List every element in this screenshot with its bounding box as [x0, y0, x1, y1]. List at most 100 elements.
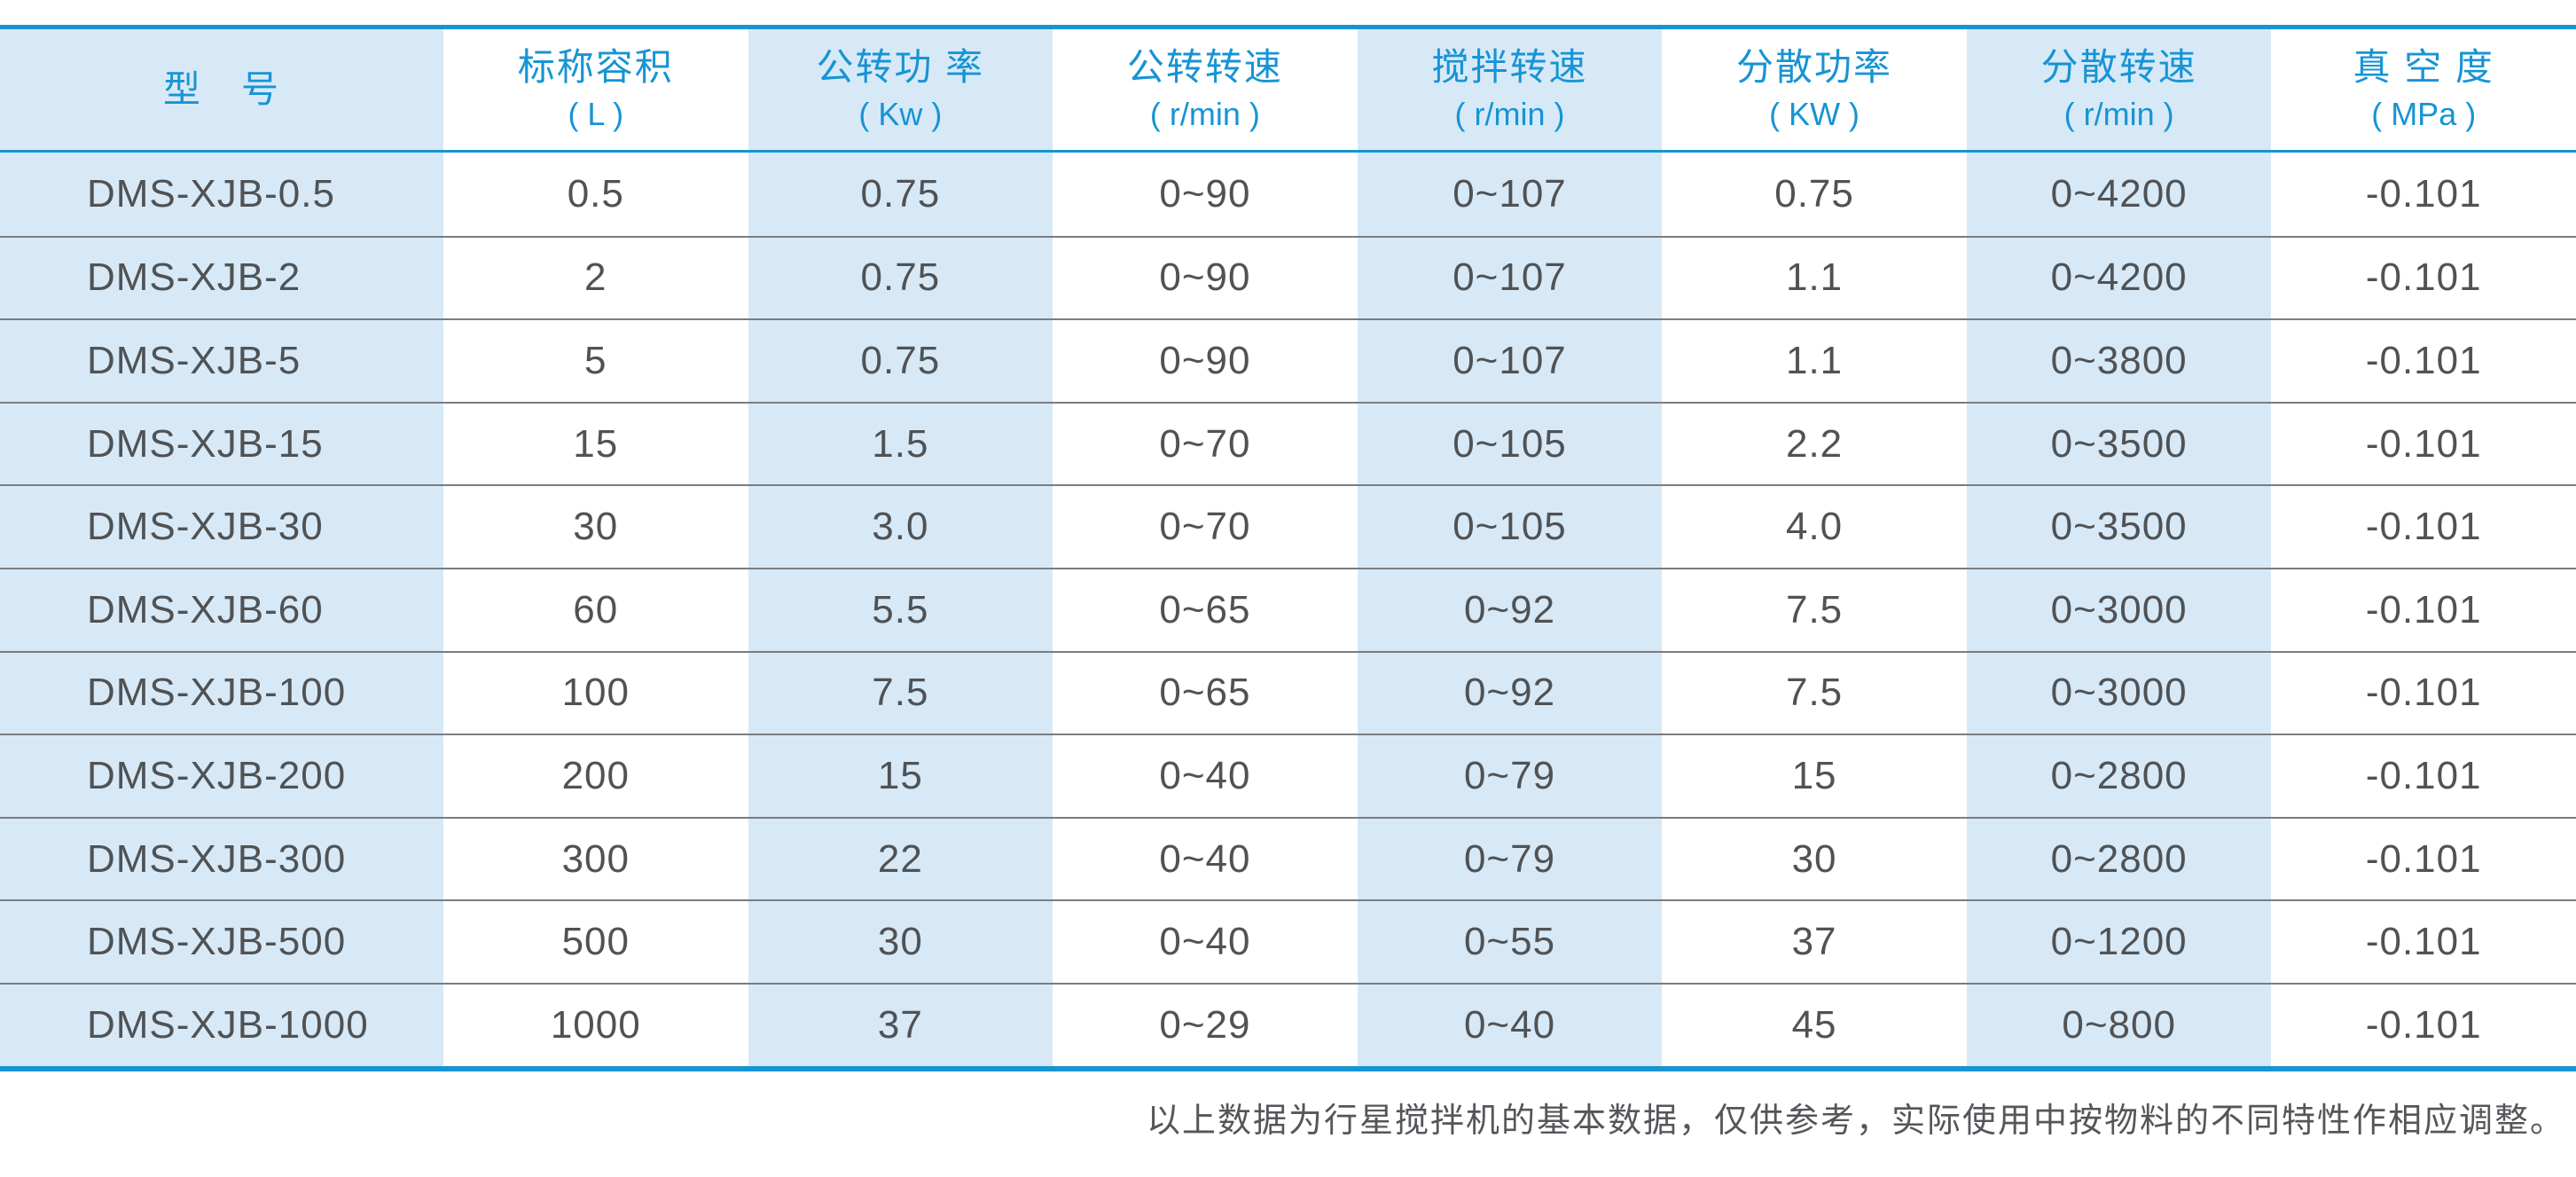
- table-row: DMS-XJB-100 100 7.5 0~65 0~92 7.5 0~3000 -0.101: [0, 650, 2576, 734]
- value-cell: -0.101: [2365, 671, 2482, 715]
- value-cell: 45: [1791, 1002, 1837, 1047]
- column-header-unit: ( r/min ): [2063, 96, 2174, 133]
- table-row: DMS-XJB-5 5 0.75 0~90 0~107 1.1 0~3800 -0.101: [0, 318, 2576, 402]
- column-header-unit: ( L ): [568, 96, 624, 133]
- model-cell: DMS-XJB-2: [0, 237, 443, 319]
- value-cell: 0~40: [1159, 836, 1251, 881]
- value-cell: 0~3800: [1966, 320, 2272, 402]
- column-header-nominal-volume: 标称容积 ( L ): [443, 29, 748, 150]
- value-cell: 0~3000: [1966, 569, 2272, 651]
- value-cell: 0~40: [1159, 920, 1251, 964]
- value-cell: 30: [573, 505, 619, 549]
- column-header-unit: ( r/min ): [1454, 96, 1565, 133]
- value-cell: 500: [561, 920, 630, 964]
- spec-table: 型 号 标称容积 ( L ) 公转功 率 ( Kw ) 公转转速 ( r/min…: [0, 25, 2576, 1071]
- value-cell: 15: [748, 735, 1053, 817]
- column-header-dispersion-power: 分散功率 ( KW ): [1662, 29, 1967, 150]
- value-cell: -0.101: [2365, 753, 2482, 797]
- column-header-label: 公转转速: [1126, 46, 1283, 89]
- value-cell: 37: [1791, 920, 1837, 964]
- column-header-vacuum-degree: 真 空 度 ( MPa ): [2271, 29, 2576, 150]
- value-cell: 1.1: [1785, 255, 1844, 300]
- value-cell: 60: [573, 587, 619, 632]
- value-cell: 0.75: [748, 237, 1053, 319]
- table-row: DMS-XJB-300 300 22 0~40 0~79 30 0~2800 -0.101: [0, 816, 2576, 900]
- table-row: DMS-XJB-200 200 15 0~40 0~79 15 0~2800 -0.101: [0, 734, 2576, 817]
- model-cell: DMS-XJB-15: [0, 403, 443, 485]
- column-header-label: 分散转速: [2040, 46, 2197, 89]
- value-cell: 0~105: [1357, 403, 1663, 485]
- value-cell: 0~92: [1357, 652, 1663, 734]
- value-cell: 0~92: [1357, 569, 1663, 651]
- value-cell: 1.5: [748, 403, 1053, 485]
- column-header-label: 型 号: [162, 67, 280, 110]
- value-cell: 5: [584, 338, 607, 382]
- value-cell: 15: [1791, 753, 1837, 797]
- value-cell: -0.101: [2365, 171, 2482, 216]
- column-header-model: 型 号: [0, 29, 443, 150]
- value-cell: 0~800: [1966, 984, 2272, 1066]
- value-cell: 0~79: [1357, 735, 1663, 817]
- value-cell: 7.5: [1785, 671, 1844, 715]
- table-header-row: 型 号 标称容积 ( L ) 公转功 率 ( Kw ) 公转转速 ( r/min…: [0, 29, 2576, 153]
- value-cell: 0~1200: [1966, 901, 2272, 983]
- column-header-stirring-speed: 搅拌转速 ( r/min ): [1357, 29, 1663, 150]
- value-cell: 3.0: [748, 486, 1053, 568]
- column-header-label: 公转功 率: [816, 46, 985, 89]
- column-header-label: 真 空 度: [2353, 46, 2494, 89]
- column-header-unit: ( MPa ): [2371, 96, 2477, 133]
- value-cell: 0.75: [1774, 171, 1854, 216]
- value-cell: -0.101: [2365, 505, 2482, 549]
- value-cell: 15: [573, 421, 619, 466]
- value-cell: -0.101: [2365, 1002, 2482, 1047]
- value-cell: 100: [561, 671, 630, 715]
- value-cell: 0~40: [1159, 753, 1251, 797]
- table-row: DMS-XJB-60 60 5.5 0~65 0~92 7.5 0~3000 -0.101: [0, 567, 2576, 651]
- value-cell: 37: [748, 984, 1053, 1066]
- value-cell: 0~70: [1159, 421, 1251, 466]
- table-row: DMS-XJB-500 500 30 0~40 0~55 37 0~1200 -0.101: [0, 899, 2576, 983]
- value-cell: -0.101: [2365, 421, 2482, 466]
- value-cell: 0~2800: [1966, 818, 2272, 900]
- column-header-label: 标称容积: [517, 46, 674, 89]
- model-cell: DMS-XJB-60: [0, 569, 443, 651]
- value-cell: 300: [561, 836, 630, 881]
- table-row: DMS-XJB-15 15 1.5 0~70 0~105 2.2 0~3500 -0.101: [0, 401, 2576, 485]
- value-cell: 0~4200: [1966, 237, 2272, 319]
- footnote: 以上数据为行星搅拌机的基本数据，仅供参考，实际使用中按物料的不同特性作相应调整。: [1146, 1100, 2565, 1140]
- value-cell: 0.75: [748, 320, 1053, 402]
- model-cell: DMS-XJB-200: [0, 735, 443, 817]
- value-cell: 1000: [550, 1002, 641, 1047]
- table-row: DMS-XJB-2 2 0.75 0~90 0~107 1.1 0~4200 -0.101: [0, 235, 2576, 319]
- column-header-revolution-power: 公转功 率 ( Kw ): [748, 29, 1053, 150]
- value-cell: 0~2800: [1966, 735, 2272, 817]
- value-cell: 0~40: [1357, 984, 1663, 1066]
- value-cell: 0~65: [1159, 671, 1251, 715]
- value-cell: 0.75: [748, 153, 1053, 236]
- value-cell: 0~105: [1357, 486, 1663, 568]
- value-cell: -0.101: [2365, 920, 2482, 964]
- table-row: DMS-XJB-0.5 0.5 0.75 0~90 0~107 0.75 0~4200 -0.…: [0, 153, 2576, 236]
- value-cell: 22: [748, 818, 1053, 900]
- value-cell: 0~90: [1159, 255, 1251, 300]
- value-cell: 0.5: [567, 171, 624, 216]
- model-cell: DMS-XJB-500: [0, 901, 443, 983]
- value-cell: 30: [748, 901, 1053, 983]
- value-cell: 0~4200: [1966, 153, 2272, 236]
- value-cell: 0~3500: [1966, 486, 2272, 568]
- column-header-unit: ( r/min ): [1149, 96, 1260, 133]
- value-cell: 1.1: [1785, 338, 1844, 382]
- column-header-unit: ( Kw ): [858, 96, 943, 133]
- table-row: DMS-XJB-1000 1000 37 0~29 0~40 45 0~800 -0.101: [0, 982, 2576, 1066]
- value-cell: 0~3500: [1966, 403, 2272, 485]
- value-cell: 0~90: [1159, 338, 1251, 382]
- value-cell: 0~90: [1159, 171, 1251, 216]
- column-header-label: 分散功率: [1736, 46, 1893, 89]
- value-cell: 0~70: [1159, 505, 1251, 549]
- column-header-label: 搅拌转速: [1431, 46, 1588, 89]
- value-cell: 7.5: [748, 652, 1053, 734]
- datasheet-page: 型 号 标称容积 ( L ) 公转功 率 ( Kw ) 公转转速 ( r/min…: [0, 25, 2576, 1177]
- value-cell: -0.101: [2365, 338, 2482, 382]
- value-cell: 0~107: [1357, 153, 1663, 236]
- value-cell: 5.5: [748, 569, 1053, 651]
